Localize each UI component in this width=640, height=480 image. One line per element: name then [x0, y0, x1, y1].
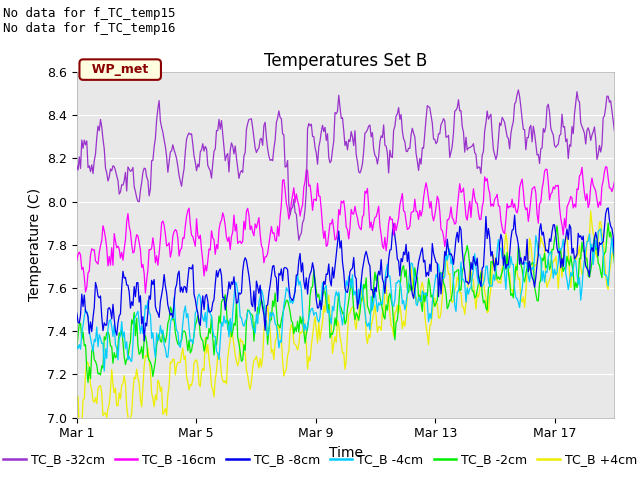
Title: Temperatures Set B: Temperatures Set B [264, 52, 428, 71]
X-axis label: Time: Time [328, 446, 363, 460]
Y-axis label: Temperature (C): Temperature (C) [28, 188, 42, 301]
Legend: TC_B -32cm, TC_B -16cm, TC_B -8cm, TC_B -4cm, TC_B -2cm, TC_B +4cm: TC_B -32cm, TC_B -16cm, TC_B -8cm, TC_B … [0, 448, 640, 471]
Text: WP_met: WP_met [83, 63, 157, 76]
Text: No data for f_TC_temp16: No data for f_TC_temp16 [3, 22, 176, 35]
Text: No data for f_TC_temp15: No data for f_TC_temp15 [3, 7, 176, 20]
